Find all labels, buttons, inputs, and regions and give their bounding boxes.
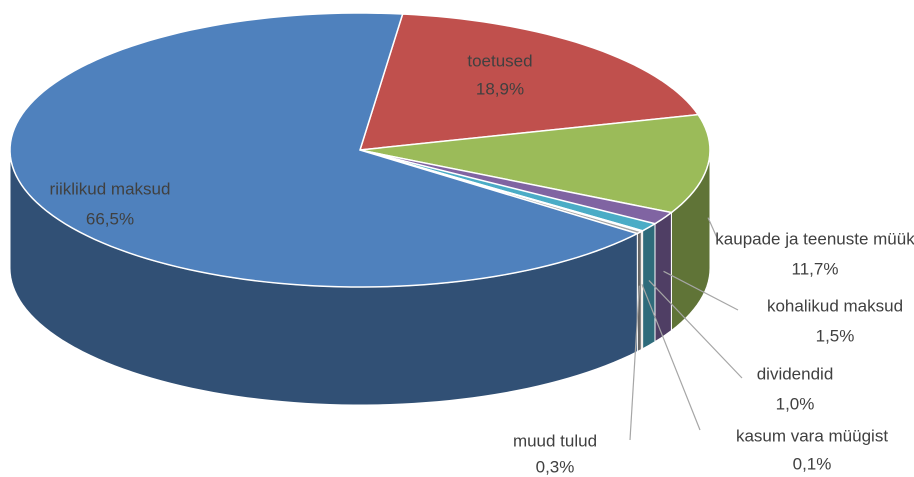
slice-label: muud tulud [513, 431, 597, 450]
slice-label: kaupade ja teenuste müük [715, 229, 914, 248]
leader-line [648, 280, 743, 379]
slice-value-label: 0,3% [536, 457, 575, 476]
slice-side [642, 222, 656, 350]
slice [359, 113, 711, 214]
slice-label: riiklikud maksud [50, 179, 171, 198]
slice-value-label: 1,0% [776, 394, 815, 413]
slice-value-label: 1,5% [816, 326, 855, 345]
slice-value-label: 0,1% [793, 454, 832, 473]
leader-line [641, 284, 701, 431]
leader-line [629, 285, 640, 441]
slice [9, 12, 640, 288]
leader-line [707, 217, 719, 241]
slice-value-label: 11,7% [792, 259, 839, 278]
slice [358, 13, 700, 151]
slice-value-label: 18,9% [476, 79, 524, 98]
slice-value-label: 66,5% [86, 209, 134, 228]
slice-label: kohalikud maksud [767, 296, 903, 315]
slice-label: dividendid [757, 364, 834, 383]
leader-line [663, 270, 739, 311]
slice-label: toetused [467, 51, 532, 70]
slice-label: kasum vara müügist [736, 426, 888, 445]
